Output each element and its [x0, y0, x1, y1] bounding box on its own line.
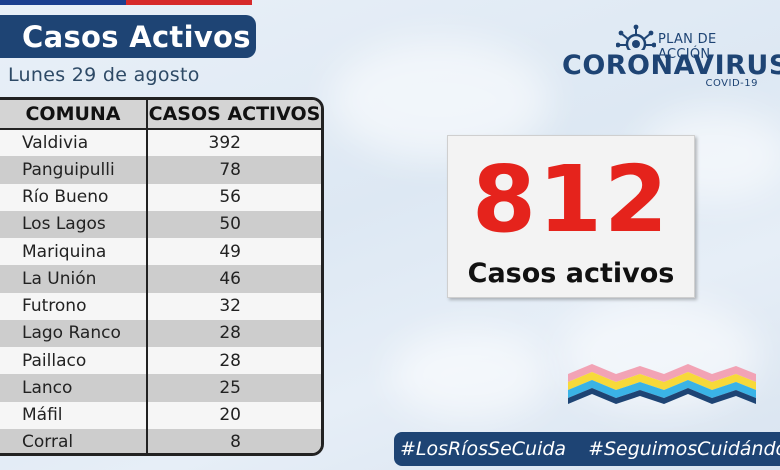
casos-cell: 56 — [147, 183, 321, 211]
logo-plan-text: PLAN DE ACCIÓN — [658, 32, 717, 62]
flag-red-stripe — [126, 0, 252, 5]
table-row: Corral 8 — [0, 428, 321, 453]
casos-cell: 50 — [147, 210, 321, 238]
table-row: Futrono 32 — [0, 292, 321, 320]
flag-stripe — [0, 0, 252, 5]
flag-blue-stripe — [0, 0, 126, 5]
casos-cell: 46 — [147, 265, 321, 293]
casos-cell: 8 — [147, 428, 321, 453]
hashtag: #SeguimosCuidándonos — [588, 438, 780, 460]
total-cases-number: 812 — [471, 146, 671, 253]
table-row: Lago Ranco 28 — [0, 319, 321, 347]
comuna-cell: Valdivia — [0, 129, 148, 157]
report-date: Lunes 29 de agosto — [8, 64, 200, 86]
comuna-cell: Río Bueno — [0, 183, 148, 211]
column-header-comuna: COMUNA — [0, 100, 148, 130]
casos-cell: 32 — [147, 292, 321, 320]
comuna-cell: La Unión — [0, 265, 148, 293]
comuna-cell: Corral — [0, 428, 148, 453]
casos-cell: 28 — [147, 319, 321, 347]
casos-cell: 49 — [147, 238, 321, 266]
column-header-casos: CASOS ACTIVOS — [147, 100, 321, 130]
table-row: La Unión 46 — [0, 265, 321, 293]
table-row: Los Lagos 50 — [0, 210, 321, 238]
comuna-cell: Paillaco — [0, 347, 148, 375]
comuna-cell: Futrono — [0, 292, 148, 320]
casos-cell: 392 — [147, 129, 321, 157]
table-row: Panguipulli 78 — [0, 156, 321, 184]
total-cases-label: Casos activos — [467, 258, 675, 289]
casos-cell: 28 — [147, 347, 321, 375]
hashtag-banner: #LosRíosSeCuida #SeguimosCuidándonos — [394, 432, 780, 466]
logo-subtitle: COVID-19 — [705, 78, 758, 89]
total-cases-card: 812 Casos activos — [447, 135, 695, 298]
comuna-cell: Los Lagos — [0, 210, 148, 238]
casos-cell: 25 — [147, 374, 321, 402]
page-title: Casos Activos — [22, 19, 251, 54]
comuna-cell: Máfil — [0, 401, 148, 429]
title-banner: Casos Activos — [0, 15, 256, 58]
regional-waves-logo — [568, 364, 756, 404]
table-row: Mariquina 49 — [0, 238, 321, 266]
comuna-cell: Lago Ranco — [0, 319, 148, 347]
comuna-cell: Panguipulli — [0, 156, 148, 184]
comuna-cell: Lanco — [0, 374, 148, 402]
hashtag: #LosRíosSeCuida — [400, 438, 567, 460]
table-row: Río Bueno 56 — [0, 183, 321, 211]
cases-table: COMUNA CASOS ACTIVOS Valdivia 392 Panguip… — [0, 97, 324, 456]
table-row: Valdivia 392 — [0, 129, 321, 157]
logo-title: CORONAVIRUS — [562, 50, 780, 81]
background-cloud — [390, 330, 550, 420]
table-header-row: COMUNA CASOS ACTIVOS — [0, 100, 321, 130]
table-row: Máfil 20 — [0, 401, 321, 429]
coronavirus-plan-logo: PLAN DE ACCIÓN CORONAVIRUS COVID-19 — [562, 24, 780, 90]
table-row: Lanco 25 — [0, 374, 321, 402]
comuna-cell: Mariquina — [0, 238, 148, 266]
table-row: Paillaco 28 — [0, 347, 321, 375]
casos-cell: 20 — [147, 401, 321, 429]
casos-cell: 78 — [147, 156, 321, 184]
virus-icon — [616, 24, 656, 50]
